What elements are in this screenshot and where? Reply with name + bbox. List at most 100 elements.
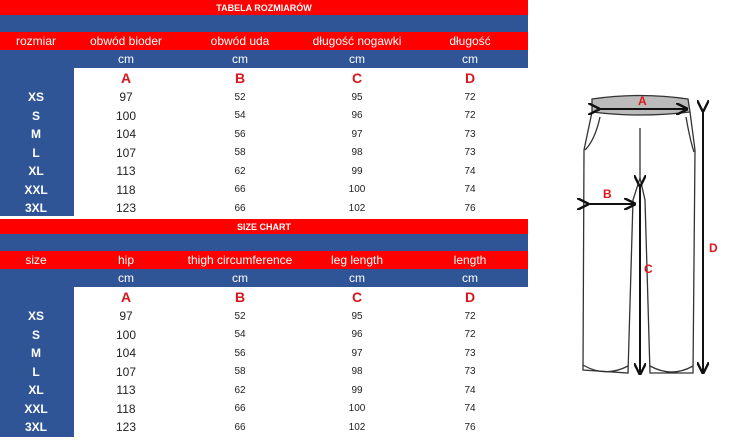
measurement-value: 76 [464,202,476,214]
column-header: rozmiar [15,34,57,48]
size-label: XXL [24,401,48,416]
measurement-value: 107 [115,364,137,379]
measurement-value: 104 [115,346,137,361]
measurement-value: 95 [351,310,363,322]
measurement-value: 97 [119,90,133,105]
measurement-value: 73 [464,347,476,359]
measurement-value: 96 [351,110,363,122]
size-label: L [32,364,40,379]
size-label: XL [28,383,44,398]
size-label: M [31,127,41,142]
measurement-value: 72 [464,110,476,122]
measurement-value: 97 [351,347,363,359]
measurement-letter: B [234,289,246,305]
measurement-value: 54 [234,329,246,341]
size-label: XS [27,309,45,324]
table-title: SIZE CHART [237,221,291,232]
measurement-value: 99 [351,384,363,396]
header-row: size hip thigh circumference leg length leng… [0,251,528,269]
measurement-value: 100 [348,184,366,196]
measurement-value: 74 [464,165,476,177]
unit-label: cm [462,52,478,66]
table-row: M 104 56 97 73 [0,125,528,144]
measurement-letter: A [120,289,132,305]
measurement-value: 74 [464,184,476,196]
table-row: XXL 118 66 100 74 [0,181,528,200]
unit-label: cm [349,52,365,66]
measurement-value: 56 [234,128,246,140]
measurement-value: 113 [116,383,136,398]
trousers-diagram: A B C D [560,94,718,390]
column-header: obwód bioder [89,34,163,48]
column-header: thigh circumference [187,253,293,267]
unit-label: cm [462,271,478,285]
measurement-value: 102 [348,421,366,433]
size-label: XS [27,90,45,105]
measurement-value: 123 [115,201,137,216]
measurement-letter: A [120,70,132,86]
measurement-value: 97 [119,309,133,324]
measurement-value: 58 [234,147,246,159]
size-label: 3XL [24,420,48,435]
column-header: length [453,253,487,267]
measurement-letter: D [464,289,476,305]
column-header: obwód uda [210,34,270,48]
table-row: XL 113 62 99 74 [0,162,528,181]
unit-label: cm [349,271,365,285]
measurement-value: 99 [351,165,363,177]
size-label: S [31,327,41,342]
measurement-value: 76 [464,421,476,433]
table-row: L 107 58 98 73 [0,363,528,382]
table-row: S 100 54 96 72 [0,326,528,345]
measurement-letter: B [234,70,246,86]
label-b: B [603,187,612,201]
measurement-value: 107 [115,145,137,160]
measurement-value: 118 [116,182,136,197]
table-title-bar: SIZE CHART [0,219,528,234]
measurement-value: 73 [464,128,476,140]
table-title: TABELA ROZMIARÓW [216,2,312,13]
table-title-bar: TABELA ROZMIARÓW [0,0,528,15]
measurement-value: 56 [234,347,246,359]
measurement-value: 66 [234,202,246,214]
blue-band [0,234,528,251]
measurement-value: 97 [351,128,363,140]
size-label: M [31,346,41,361]
letter-row: A B C D [0,287,528,307]
size-column-bg [0,68,74,216]
measurement-value: 102 [348,202,366,214]
size-label: XL [28,164,44,179]
measurement-value: 73 [464,366,476,378]
label-c: C [644,262,653,276]
column-header: hip [117,253,135,267]
size-label: S [31,108,41,123]
label-a: A [638,94,647,108]
label-d: D [709,241,718,255]
measurement-value: 72 [464,329,476,341]
measurement-value: 62 [234,165,246,177]
table-row: 3XL 123 66 102 76 [0,199,528,218]
measurement-value: 58 [234,366,246,378]
measurement-value: 113 [116,164,136,179]
measurement-value: 66 [234,403,246,415]
column-header: długość [449,34,491,48]
measurement-letter: C [351,289,363,305]
unit-label: cm [232,52,248,66]
measurement-letter: D [464,70,476,86]
measurement-value: 54 [234,110,246,122]
measurement-value: 98 [351,366,363,378]
measurement-value: 96 [351,329,363,341]
size-label: L [32,145,40,160]
measurement-value: 95 [351,91,363,103]
table-row: 3XL 123 66 102 76 [0,418,528,437]
unit-label: cm [118,271,134,285]
measurement-value: 104 [115,127,137,142]
table-row: L 107 58 98 73 [0,144,528,163]
unit-label: cm [118,52,134,66]
column-header: leg length [330,253,384,267]
table-row: S 100 54 96 72 [0,107,528,126]
letter-row: A B C D [0,68,528,88]
measurement-value: 72 [464,310,476,322]
measurement-letter: C [351,70,363,86]
measurement-value: 100 [348,403,366,415]
